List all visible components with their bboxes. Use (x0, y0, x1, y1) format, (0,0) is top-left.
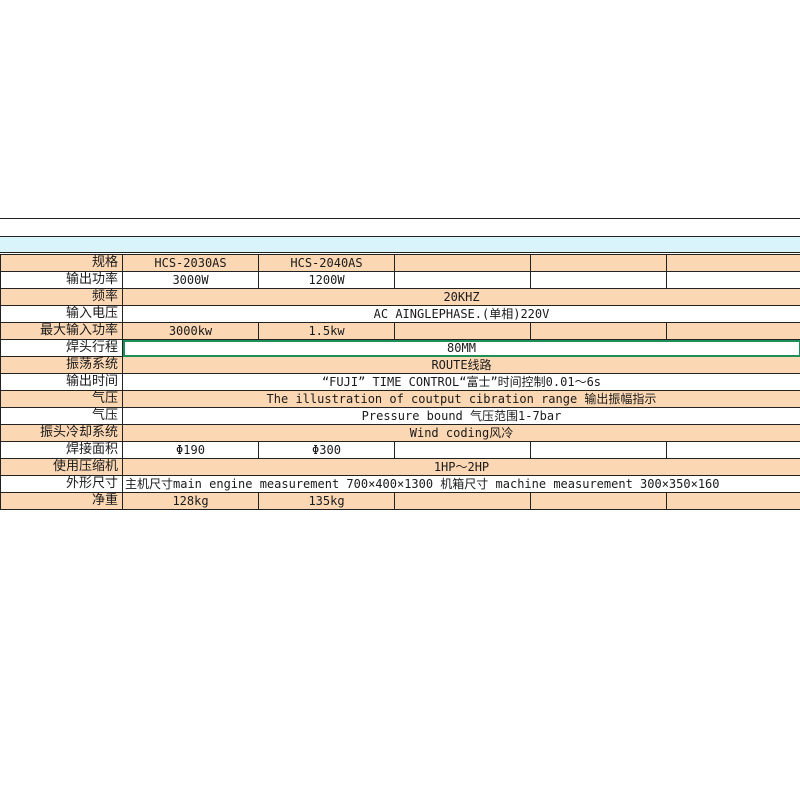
row-label[interactable]: 焊头行程 (0, 339, 123, 357)
row-label[interactable]: 频率 (0, 288, 123, 306)
value-cell[interactable] (666, 322, 800, 340)
merged-value-cell[interactable]: “FUJI” TIME CONTROL“富士”时间控制0.01～6s (122, 373, 800, 391)
table-row: 气压 Pressure bound 气压范围1-7bar (0, 407, 800, 425)
merged-value-cell[interactable]: ROUTE线路 (122, 356, 800, 374)
row-label[interactable]: 输出功率 (0, 271, 123, 289)
value-cell[interactable]: 135kg (258, 492, 395, 510)
value-cell[interactable] (666, 492, 800, 510)
row-label[interactable]: 净重 (0, 492, 123, 510)
row-label[interactable]: 最大输入功率 (0, 322, 123, 340)
row-label[interactable]: 气压 (0, 407, 123, 425)
value-cell[interactable] (666, 441, 800, 459)
table-row: 焊头行程 80MM (0, 339, 800, 357)
value-cell[interactable]: Φ190 (122, 441, 259, 459)
value-cell[interactable] (530, 254, 667, 272)
table-row: 输入电压 AC AINGLEPHASE.(单相)220V (0, 305, 800, 323)
row-label[interactable]: 振荡系统 (0, 356, 123, 374)
table-row: 气压 The illustration of coutput cibration … (0, 390, 800, 408)
merged-value-cell[interactable]: AC AINGLEPHASE.(单相)220V (122, 305, 800, 323)
value-cell[interactable] (394, 441, 531, 459)
value-cell[interactable]: 1200W (258, 271, 395, 289)
table-row: 使用压缩机 1HP～2HP (0, 458, 800, 476)
table-row: 焊接面积 Φ190 Φ300 (0, 441, 800, 459)
spec-table: 规格 HCS-2030AS HCS-2040AS 输出功率 3000W 1200W 频率 20… (0, 254, 800, 510)
value-cell[interactable] (666, 254, 800, 272)
value-cell[interactable] (394, 322, 531, 340)
merged-value-cell[interactable]: Wind coding风冷 (122, 424, 800, 442)
value-cell[interactable]: 128kg (122, 492, 259, 510)
spec-table-body: 规格 HCS-2030AS HCS-2040AS 输出功率 3000W 1200W 频率 20… (0, 254, 800, 510)
merged-value-cell[interactable]: 20KHZ (122, 288, 800, 306)
value-cell[interactable] (394, 271, 531, 289)
row-label[interactable]: 规格 (0, 254, 123, 272)
value-cell[interactable]: Φ300 (258, 441, 395, 459)
row-label[interactable]: 焊接面积 (0, 441, 123, 459)
value-cell[interactable]: 1.5kw (258, 322, 395, 340)
merged-value-cell[interactable]: Pressure bound 气压范围1-7bar (122, 407, 800, 425)
value-cell[interactable] (530, 492, 667, 510)
table-row: 振头冷却系统 Wind coding风冷 (0, 424, 800, 442)
value-cell[interactable] (666, 271, 800, 289)
value-cell[interactable] (530, 441, 667, 459)
value-cell[interactable]: 3000W (122, 271, 259, 289)
merged-value-cell[interactable]: 80MM (122, 339, 800, 357)
table-row: 最大输入功率 3000kw 1.5kw (0, 322, 800, 340)
row-label[interactable]: 外形尺寸 (0, 475, 123, 493)
table-row: 输出时间 “FUJI” TIME CONTROL“富士”时间控制0.01～6s (0, 373, 800, 391)
value-cell[interactable]: 3000kw (122, 322, 259, 340)
table-row: 净重 128kg 135kg (0, 492, 800, 510)
merged-value-cell[interactable]: The illustration of coutput cibration ra… (122, 390, 800, 408)
table-row: 振荡系统 ROUTE线路 (0, 356, 800, 374)
value-cell[interactable]: HCS-2030AS (122, 254, 259, 272)
value-cell[interactable] (394, 254, 531, 272)
band-top-rule (0, 236, 800, 237)
row-label[interactable]: 气压 (0, 390, 123, 408)
value-cell[interactable] (530, 322, 667, 340)
table-row: 外形尺寸 主机尺寸main engine measurement 700×400×… (0, 475, 800, 493)
row-label[interactable]: 使用压缩机 (0, 458, 123, 476)
table-row: 输出功率 3000W 1200W (0, 271, 800, 289)
row-label[interactable]: 振头冷却系统 (0, 424, 123, 442)
table-row: 频率 20KHZ (0, 288, 800, 306)
value-cell[interactable] (530, 271, 667, 289)
merged-value-cell[interactable]: 主机尺寸main engine measurement 700×400×1300… (122, 475, 800, 493)
table-row: 规格 HCS-2030AS HCS-2040AS (0, 254, 800, 272)
header-band (0, 237, 800, 253)
value-cell[interactable]: HCS-2040AS (258, 254, 395, 272)
row-label[interactable]: 输入电压 (0, 305, 123, 323)
row-label[interactable]: 输出时间 (0, 373, 123, 391)
merged-value-cell[interactable]: 1HP～2HP (122, 458, 800, 476)
value-cell[interactable] (394, 492, 531, 510)
top-rule (0, 218, 800, 219)
